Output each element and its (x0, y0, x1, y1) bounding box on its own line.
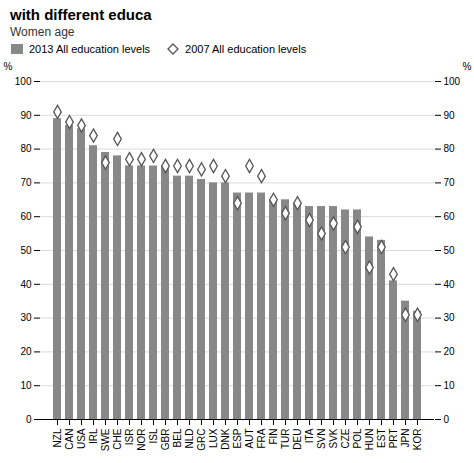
svg-text:TUR: TUR (280, 429, 291, 450)
svg-text:50: 50 (444, 245, 456, 256)
svg-text:FIN: FIN (268, 429, 279, 445)
svg-text:%: % (463, 61, 472, 72)
svg-text:BEL: BEL (172, 428, 183, 447)
svg-text:90: 90 (20, 110, 32, 121)
svg-text:0: 0 (26, 414, 32, 425)
svg-text:80: 80 (20, 143, 32, 154)
svg-text:CAN: CAN (64, 429, 75, 450)
svg-text:LUX: LUX (208, 428, 219, 448)
html-text:Women age: Women age (10, 25, 75, 39)
svg-text:CZE: CZE (340, 428, 351, 448)
svg-text:40: 40 (20, 279, 32, 290)
svg-text:70: 70 (20, 177, 32, 188)
svg-text:100: 100 (444, 76, 461, 87)
svg-text:NLD: NLD (184, 429, 195, 449)
svg-text:%: % (4, 61, 13, 72)
svg-text:10: 10 (444, 380, 456, 391)
svg-text:JPN: JPN (400, 429, 411, 448)
svg-text:DNK: DNK (220, 428, 231, 449)
svg-text:GBR: GBR (160, 429, 171, 451)
svg-text:30: 30 (444, 312, 456, 323)
svg-text:60: 60 (20, 211, 32, 222)
svg-text:50: 50 (20, 245, 32, 256)
svg-text:DEU: DEU (292, 429, 303, 450)
svg-text:SWE: SWE (100, 428, 111, 451)
html-text:2013 All education levels: 2013 All education levels (29, 43, 151, 55)
svg-text:100: 100 (15, 76, 32, 87)
svg-text:USA: USA (76, 428, 87, 449)
svg-text:10: 10 (20, 380, 32, 391)
svg-text:ESP: ESP (232, 428, 243, 448)
svg-text:70: 70 (444, 177, 456, 188)
svg-text:AUT: AUT (244, 429, 255, 449)
svg-text:HUN: HUN (364, 429, 375, 451)
svg-text:FRA: FRA (256, 428, 267, 448)
svg-text:ISR: ISR (124, 429, 135, 446)
svg-text:0: 0 (444, 414, 450, 425)
svg-text:40: 40 (444, 279, 456, 290)
svg-text:PRT: PRT (388, 429, 399, 449)
svg-text:80: 80 (444, 143, 456, 154)
svg-text:SVK: SVK (328, 428, 339, 448)
svg-text:ISL: ISL (148, 428, 159, 443)
svg-text:EST: EST (376, 429, 387, 448)
svg-text:NOR: NOR (136, 429, 147, 451)
svg-text:ITA: ITA (304, 428, 315, 443)
html-text:with different educa: with different educa (10, 6, 152, 23)
svg-text:KOR: KOR (412, 429, 423, 451)
svg-text:POL: POL (352, 428, 363, 448)
svg-text:IRL: IRL (88, 428, 99, 444)
svg-text:90: 90 (444, 110, 456, 121)
svg-text:SVN: SVN (316, 429, 327, 450)
svg-text:60: 60 (444, 211, 456, 222)
svg-text:20: 20 (444, 346, 456, 357)
svg-text:CHE: CHE (112, 428, 123, 449)
svg-text:NZL: NZL (52, 428, 63, 447)
svg-text:GRC: GRC (196, 429, 207, 451)
html-text:2007 All education levels: 2007 All education levels (185, 43, 307, 55)
svg-text:30: 30 (20, 312, 32, 323)
svg-text:20: 20 (20, 346, 32, 357)
